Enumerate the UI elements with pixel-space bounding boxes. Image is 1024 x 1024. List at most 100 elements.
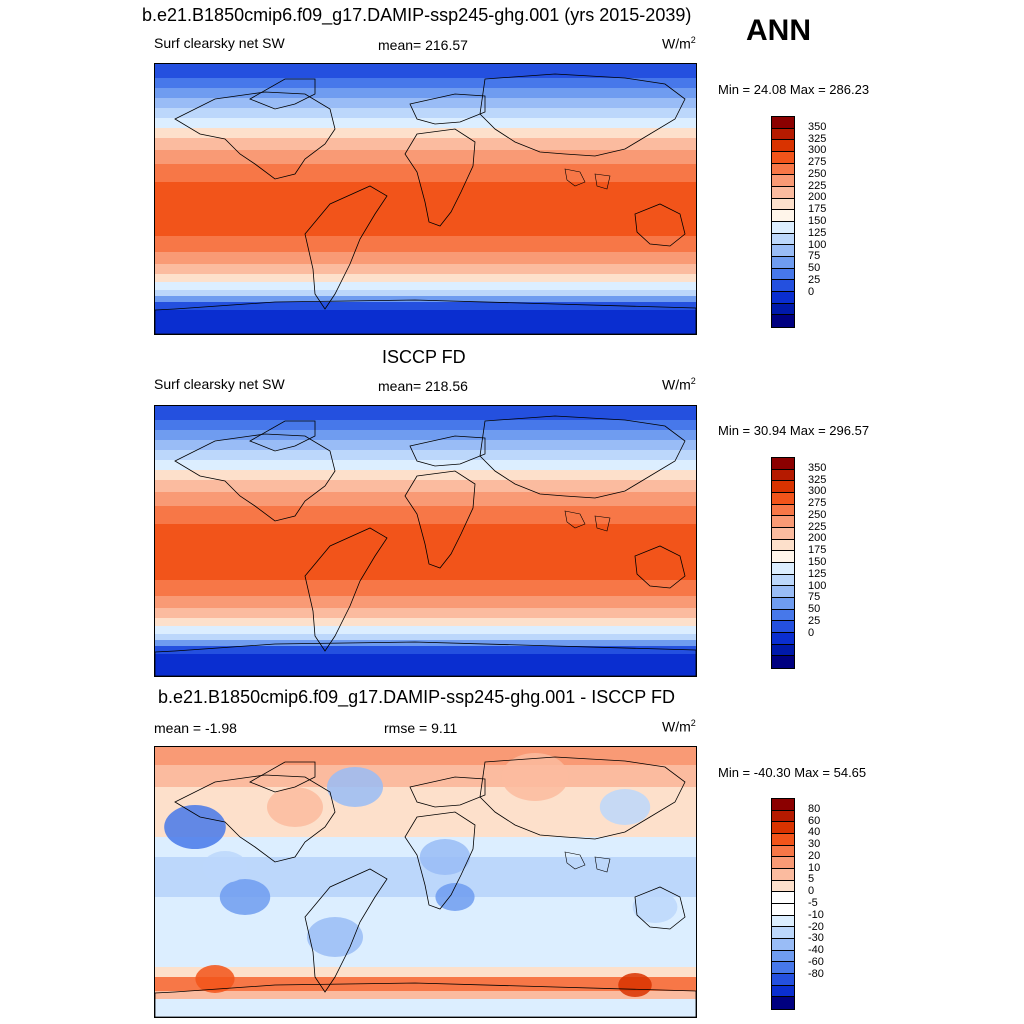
colorbar-swatch	[772, 469, 794, 482]
colorbar-swatch	[772, 163, 794, 176]
colorbar-tick-label: 60	[808, 814, 821, 827]
panel2-units: W/m2	[662, 376, 696, 393]
colorbar-tick-label: 150	[808, 215, 827, 227]
colorbar-tick-label: -20	[808, 920, 824, 933]
colorbar-tick-label: 200	[808, 532, 827, 545]
latitude-band	[155, 290, 696, 296]
coastline	[404, 811, 476, 910]
latitude-band	[155, 302, 696, 310]
colorbar-swatch	[772, 221, 794, 234]
panel1-minmax: Min = 24.08 Max = 286.23	[718, 82, 870, 97]
colorbar-swatch	[772, 527, 794, 540]
colorbar-tick-label: 75	[808, 250, 821, 263]
colorbar-tick-label: 0	[808, 626, 815, 639]
panel3-colorbar	[771, 798, 795, 1010]
latitude-band	[155, 747, 696, 765]
latitude-band	[155, 236, 696, 252]
anomaly-patch	[219, 879, 271, 915]
colorbar-tick-label: 5	[808, 873, 815, 886]
anomaly-patch	[618, 973, 652, 997]
latitude-band	[155, 626, 696, 634]
coastline	[634, 886, 686, 930]
latitude-band	[155, 991, 696, 999]
colorbar-tick-label: 125	[808, 567, 827, 580]
colorbar-swatch	[772, 822, 794, 834]
colorbar-swatch	[772, 198, 794, 211]
coastline	[404, 128, 476, 227]
colorbar-swatch	[772, 551, 794, 563]
colorbar-swatch	[772, 880, 794, 893]
panel3-rmse-label: rmse = 9.11	[384, 720, 458, 736]
colorbar-tick-label: 50	[808, 262, 821, 275]
colorbar-tick-label: 0	[808, 285, 815, 298]
latitude-band	[155, 164, 696, 182]
latitude-band	[155, 274, 696, 282]
latitude-band	[155, 282, 696, 290]
latitude-band	[155, 108, 696, 118]
latitude-band	[155, 596, 696, 608]
colorbar-swatch	[772, 481, 794, 493]
anomaly-patch	[267, 787, 323, 827]
colorbar-swatch	[772, 597, 794, 610]
coastline	[155, 641, 696, 676]
panel1-map	[154, 63, 697, 335]
colorbar-swatch	[772, 210, 794, 222]
colorbar-swatch	[772, 915, 794, 928]
latitude-band	[155, 252, 696, 264]
colorbar-swatch	[772, 245, 794, 257]
colorbar-swatch	[772, 656, 794, 668]
colorbar-swatch	[772, 903, 794, 916]
colorbar-tick-label: 225	[808, 520, 827, 533]
latitude-band	[155, 406, 696, 420]
panel1-variable-label: Surf clearsky net SW	[154, 35, 285, 51]
coastline	[479, 415, 686, 499]
latitude-band	[155, 460, 696, 470]
latitude-band	[155, 78, 696, 88]
anomaly-patch	[435, 883, 475, 911]
coastline	[564, 851, 586, 870]
colorbar-tick-label: 275	[808, 156, 827, 169]
panel1-colorbar	[771, 116, 795, 328]
season-label: ANN	[746, 14, 811, 47]
latitude-band	[155, 264, 696, 274]
latitude-band	[155, 640, 696, 646]
colorbar-tick-label: -5	[808, 897, 818, 909]
colorbar-tick-label: 225	[808, 179, 827, 192]
colorbar-swatch	[772, 997, 794, 1009]
colorbar-tick-label: 250	[808, 508, 827, 521]
colorbar-swatch	[772, 117, 794, 129]
colorbar-swatch	[772, 128, 794, 141]
coastline	[594, 856, 611, 873]
colorbar-tick-label: 150	[808, 556, 827, 568]
colorbar-swatch	[772, 644, 794, 657]
colorbar-tick-label: 100	[808, 238, 827, 251]
latitude-band	[155, 937, 696, 967]
latitude-band	[155, 480, 696, 492]
colorbar-tick-label: 25	[808, 614, 821, 627]
anomaly-patch	[501, 753, 569, 801]
colorbar-swatch	[772, 151, 794, 164]
colorbar-tick-label: 175	[808, 544, 827, 557]
latitude-band	[155, 430, 696, 440]
colorbar-tick-label: 275	[808, 497, 827, 510]
colorbar-swatch	[772, 621, 794, 633]
colorbar-swatch	[772, 175, 794, 187]
latitude-band	[155, 440, 696, 450]
latitude-band	[155, 150, 696, 164]
latitude-band	[155, 310, 696, 334]
panel3-units: W/m2	[662, 718, 696, 735]
colorbar-swatch	[772, 504, 794, 517]
colorbar-swatch	[772, 315, 794, 327]
colorbar-tick-label: -10	[808, 908, 824, 921]
latitude-band	[155, 98, 696, 108]
anomaly-patch	[202, 851, 248, 883]
colorbar-tick-label: 350	[808, 461, 827, 474]
panel3-minmax: Min = -40.30 Max = 54.65	[718, 765, 867, 780]
colorbar-swatch	[772, 233, 794, 246]
coastline	[304, 527, 388, 652]
colorbar-tick-label: -60	[808, 955, 824, 968]
coastline	[409, 93, 486, 125]
coastline	[634, 203, 686, 247]
panel3-map	[154, 746, 697, 1018]
latitude-band	[155, 118, 696, 128]
